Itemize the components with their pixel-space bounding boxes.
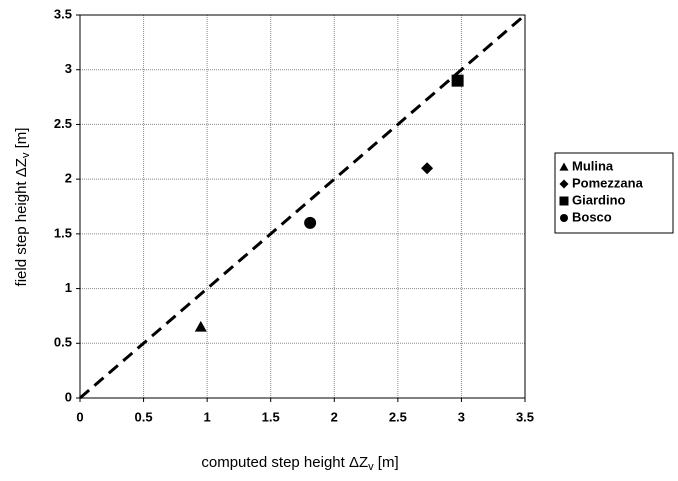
legend-box — [554, 152, 674, 234]
x-tick-label: 2 — [331, 409, 338, 424]
x-label-sub: v — [368, 461, 374, 473]
x-label-main: computed step height ΔZ — [201, 454, 368, 471]
x-tick-label: 1 — [204, 409, 211, 424]
x-tick-label: 3.5 — [516, 409, 534, 424]
y-tick-label: 2 — [65, 171, 72, 186]
legend-marker — [559, 196, 569, 206]
y-tick-label: 0.5 — [54, 335, 72, 350]
plot-border — [79, 14, 526, 399]
x-tick-label: 0.5 — [135, 409, 153, 424]
y-label-unit: [m] — [13, 128, 30, 153]
y-tick-label: 0 — [65, 389, 72, 404]
legend-marker — [560, 214, 568, 222]
y-label-main: field step height ΔZ — [13, 158, 30, 286]
y-label-sub: v — [20, 152, 32, 158]
reference-line — [79, 13, 526, 400]
point — [194, 320, 207, 332]
legend-marker — [559, 179, 569, 189]
y-axis-label: field step height ΔZv [m] — [13, 128, 32, 287]
x-axis-label: computed step height ΔZv [m] — [201, 454, 398, 473]
legend-label: Mulina — [572, 158, 614, 173]
x-tick-label: 2.5 — [389, 409, 407, 424]
y-tick-label: 1.5 — [54, 225, 72, 240]
legend-label: Giardino — [572, 192, 626, 207]
x-label-unit: [m] — [374, 454, 399, 471]
y-tick-label: 3 — [65, 61, 72, 76]
legend-label: Pomezzana — [572, 175, 644, 190]
legend-marker — [559, 162, 569, 171]
point — [451, 74, 464, 87]
x-tick-label: 3 — [458, 409, 465, 424]
x-tick-label: 0 — [76, 409, 83, 424]
y-tick-label: 1 — [65, 280, 72, 295]
legend-label: Bosco — [572, 209, 612, 224]
y-tick-label: 2.5 — [54, 116, 72, 131]
point — [304, 216, 317, 229]
y-tick-label: 3.5 — [54, 6, 72, 21]
x-tick-label: 1.5 — [262, 409, 280, 424]
point — [421, 162, 434, 175]
